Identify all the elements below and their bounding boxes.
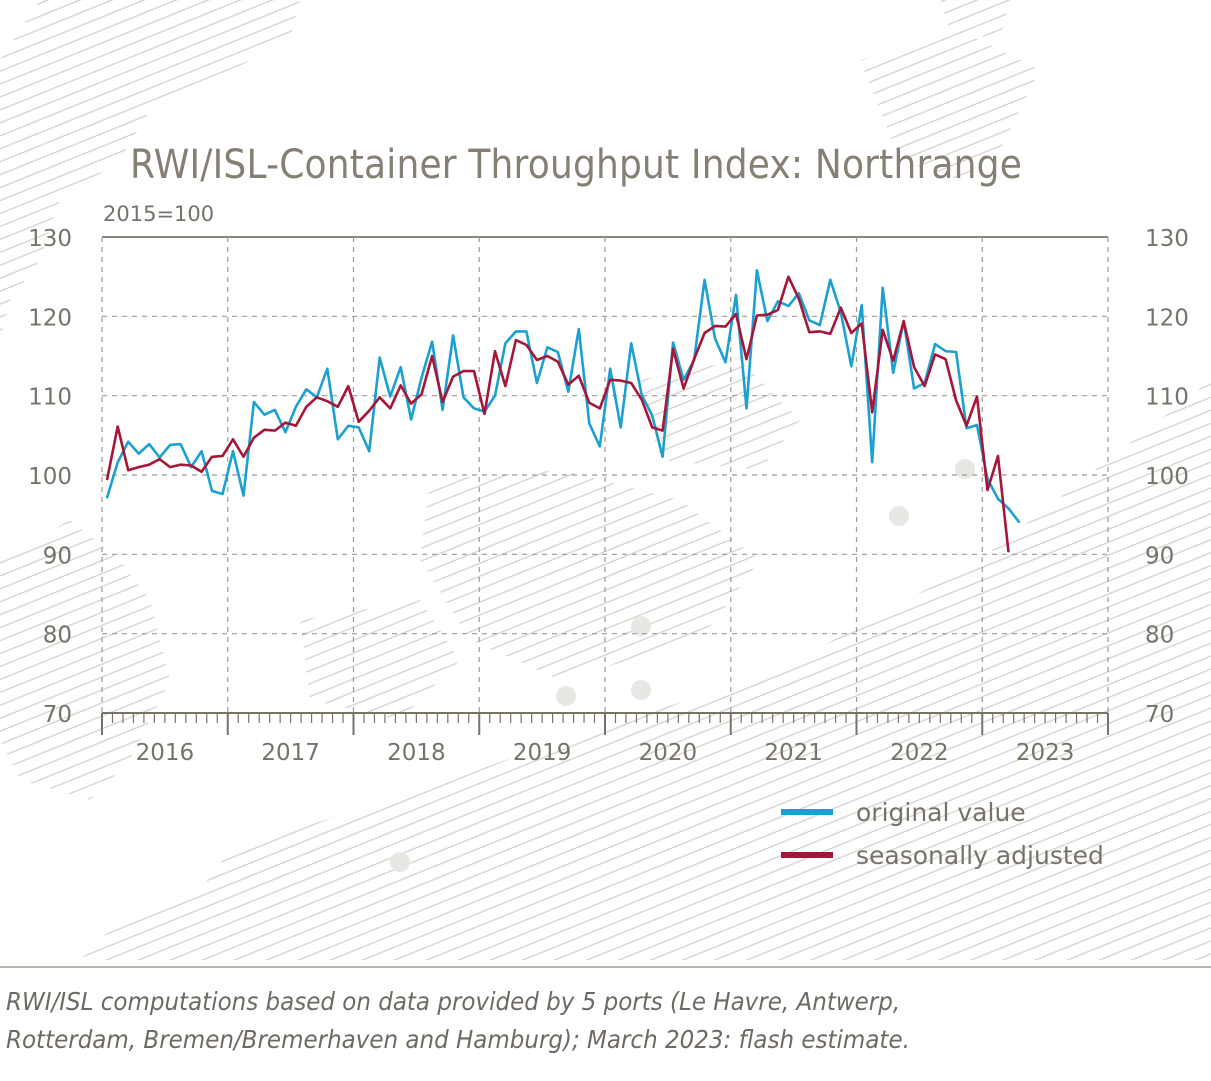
footnote-line-2: Rotterdam, Bremen/Bremerhaven and Hambur… — [6, 1025, 910, 1054]
legend-label: seasonally adjusted — [856, 841, 1104, 870]
y-tick-label-right: 110 — [1145, 385, 1189, 411]
y-tick-label-right: 120 — [1145, 305, 1189, 331]
y-tick-label-right: 80 — [1145, 623, 1174, 649]
map-land-shape — [640, 360, 800, 470]
y-tick-label-right: 70 — [1145, 702, 1174, 728]
y-tick-label-left: 130 — [28, 226, 72, 252]
x-tick-label: 2019 — [513, 740, 572, 766]
y-tick-label-left: 110 — [28, 385, 72, 411]
map-city-marker — [390, 852, 410, 872]
map-city-marker — [889, 506, 909, 526]
map-background — [0, 0, 1211, 960]
map-land-shape — [80, 380, 1211, 960]
series-line-seasonally-adjusted — [105, 275, 1010, 553]
map-land-shape — [420, 470, 760, 680]
y-tick-label-left: 100 — [28, 464, 72, 490]
x-tick-label: 2023 — [1016, 740, 1075, 766]
chart-subtitle: 2015=100 — [103, 202, 215, 226]
map-city-marker — [631, 616, 651, 636]
y-tick-label-left: 70 — [43, 702, 72, 728]
map-land-shape — [300, 600, 460, 720]
map-land-shape — [0, 520, 170, 800]
map-land-shape — [860, 30, 1040, 180]
x-tick-label: 2016 — [136, 740, 195, 766]
y-tick-label-left: 80 — [43, 623, 72, 649]
y-tick-label-right: 90 — [1145, 543, 1174, 569]
map-land-shape — [940, 0, 1010, 40]
footer-divider — [0, 966, 1211, 968]
legend-label: original value — [856, 798, 1026, 827]
footnote-line-1: RWI/ISL computations based on data provi… — [6, 987, 901, 1016]
footnote: RWI/ISL computations based on data provi… — [6, 983, 1206, 1059]
y-tick-label-left: 90 — [43, 543, 72, 569]
map-city-marker — [955, 459, 975, 479]
chart-axes: 2016 2017 2018 2019 2020 2021 2022 2023 130 130 12… — [28, 226, 1189, 766]
chart-legend: original value seasonally adjusted — [781, 798, 1104, 870]
map-city-marker — [556, 686, 576, 706]
chart-title: RWI/ISL-Container Throughput Index: Nort… — [130, 142, 1023, 188]
x-tick-label: 2020 — [639, 740, 698, 766]
map-city-marker — [631, 680, 651, 700]
y-tick-label-right: 130 — [1145, 226, 1189, 252]
x-tick-label: 2017 — [261, 740, 320, 766]
x-tick-label: 2021 — [764, 740, 823, 766]
y-tick-label-left: 120 — [28, 305, 72, 331]
y-tick-label-right: 100 — [1145, 464, 1189, 490]
x-tick-label: 2018 — [387, 740, 446, 766]
chart-series — [105, 268, 1021, 553]
map-land-shape — [0, 0, 300, 340]
x-tick-label: 2022 — [890, 740, 949, 766]
